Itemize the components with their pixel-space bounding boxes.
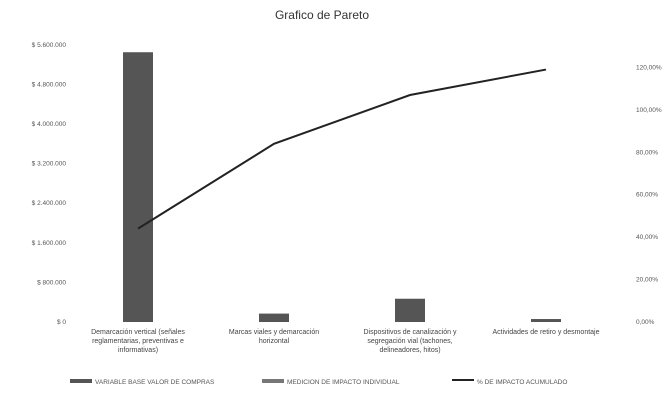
cumulative-line [137,68,547,230]
bars-group [123,52,561,322]
left-tick-label: $ 800.000 [37,279,66,286]
right-tick-label: 80,00% [636,149,658,156]
bar [531,319,561,322]
bar [259,313,289,322]
chart-title: Grafico de Pareto [275,8,369,22]
right-axis-ticks: 0,00% 20,00% 40,00% 60,00% 80,00% 100,00% 120,… [636,64,662,326]
bar [395,298,425,322]
legend-label: MEDICION DE IMPACTO INDIVIDUAL [287,379,400,386]
right-tick-label: 40,00% [636,234,658,241]
legend: VARIABLE BASE VALOR DE COMPRAS MEDICION D… [70,379,567,386]
left-tick-label: $ 4.000.000 [32,121,67,128]
legend-label: % DE IMPACTO ACUMULADO [477,379,567,386]
category-labels: Demarcación vertical (señales reglamentar… [91,329,599,354]
cumulative-line-group [137,68,547,230]
legend-swatch [70,379,92,383]
legend-swatch [262,379,284,383]
left-tick-label: $ 0 [57,319,66,326]
left-tick-label: $ 4.800.000 [32,81,67,88]
left-axis-ticks: $ 0 $ 800.000 $ 1.600.000 $ 2.400.000 $ 3.20… [32,42,67,326]
category-label: Demarcación vertical (señales reglamentar… [91,329,185,354]
legend-swatch [452,379,474,381]
left-tick-label: $ 2.400.000 [32,200,67,207]
category-label: Marcas viales y demarcación horizontal [229,329,319,345]
legend-label: VARIABLE BASE VALOR DE COMPRAS [95,379,215,386]
right-tick-label: 120,00% [636,64,662,71]
category-label: Actividades de retiro y desmontaje [493,329,600,336]
left-tick-label: $ 5.600.000 [32,42,67,49]
right-tick-label: 60,00% [636,192,658,199]
right-tick-label: 100,00% [636,107,662,114]
right-tick-label: 0,00% [636,319,655,326]
category-label: Dispositivos de canalización y segregació… [364,329,457,354]
left-tick-label: $ 3.200.000 [32,161,67,168]
right-tick-label: 20,00% [636,277,658,284]
bar [123,52,153,322]
left-tick-label: $ 1.600.000 [32,240,67,247]
